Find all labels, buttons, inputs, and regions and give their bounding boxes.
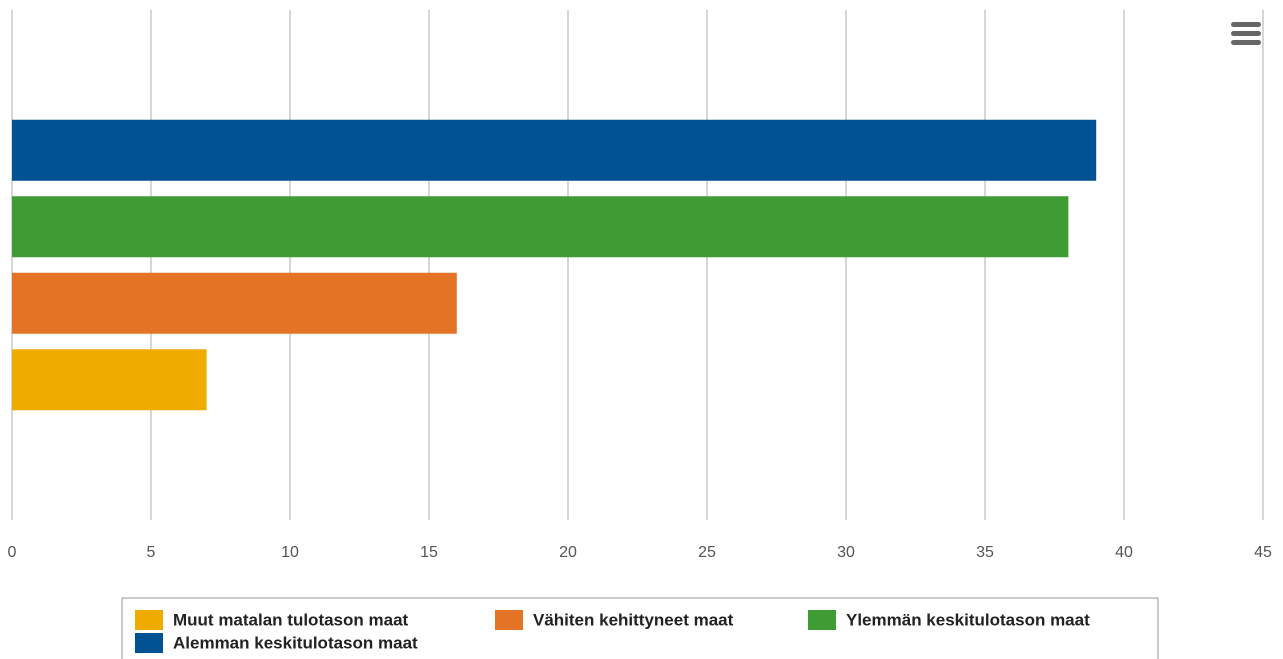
x-tick-label: 35 [976,544,994,561]
legend-swatch [495,610,523,630]
x-tick-label: 40 [1115,544,1133,561]
legend-swatch [135,610,163,630]
legend-label: Alemman keskitulotason maat [173,633,418,652]
x-tick-label: 15 [420,544,438,561]
menu-icon-bar [1231,22,1261,27]
x-tick-label: 45 [1254,544,1272,561]
legend-label: Ylemmän keskitulotason maat [846,610,1090,629]
legend-box [121,597,1159,659]
legend-swatch [808,610,836,630]
x-tick-label: 20 [559,544,577,561]
legend-label: Muut matalan tulotason maat [173,610,409,629]
bar [12,119,1097,181]
x-tick-label: 25 [698,544,716,561]
menu-icon-bar [1231,31,1261,36]
x-tick-label: 0 [8,544,17,561]
bar [12,272,457,334]
x-tick-label: 5 [147,544,156,561]
legend-label: Vähiten kehittyneet maat [533,610,734,629]
bar [12,349,207,411]
legend-swatch [135,633,163,653]
x-tick-label: 30 [837,544,855,561]
bar [12,196,1069,258]
menu-icon-bar [1231,40,1261,45]
menu-button[interactable] [1231,22,1261,45]
x-tick-label: 10 [281,544,299,561]
